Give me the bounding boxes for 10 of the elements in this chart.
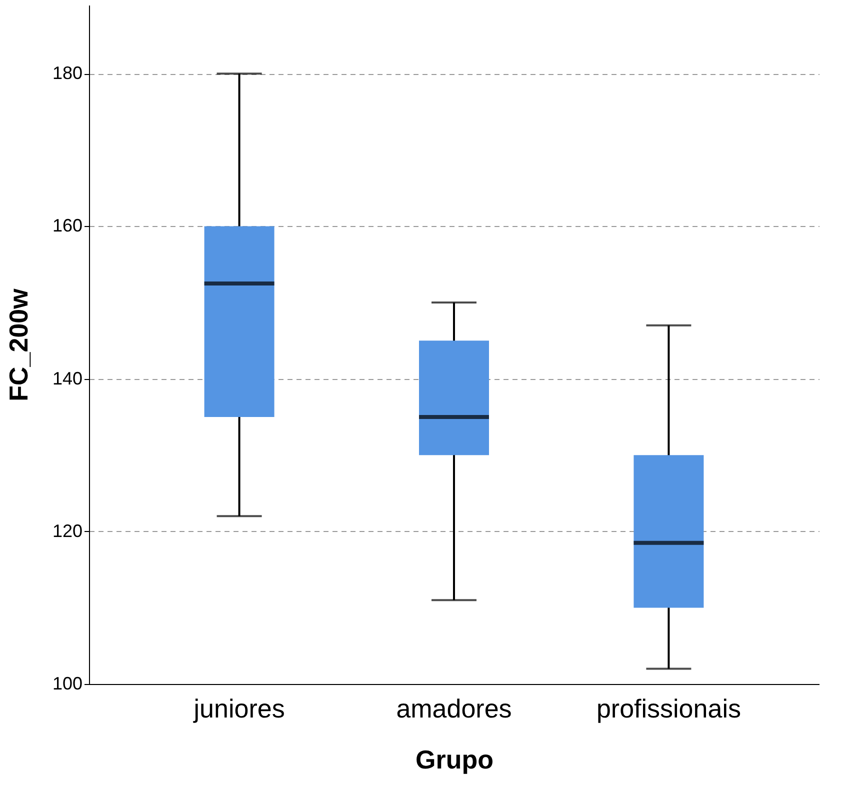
x-tick-label: amadores — [396, 694, 512, 724]
y-tick-label: 100 — [52, 674, 82, 694]
y-tick-label: 160 — [52, 216, 82, 236]
y-tick-label: 140 — [52, 368, 82, 388]
y-axis-title: FC_200w — [3, 288, 34, 402]
x-tick-label: juniores — [192, 694, 285, 724]
x-tick-label: profissionais — [596, 694, 741, 724]
y-tick-label: 120 — [52, 520, 82, 541]
y-tick-label: 180 — [52, 63, 82, 84]
x-axis-title: Grupo — [416, 744, 494, 774]
